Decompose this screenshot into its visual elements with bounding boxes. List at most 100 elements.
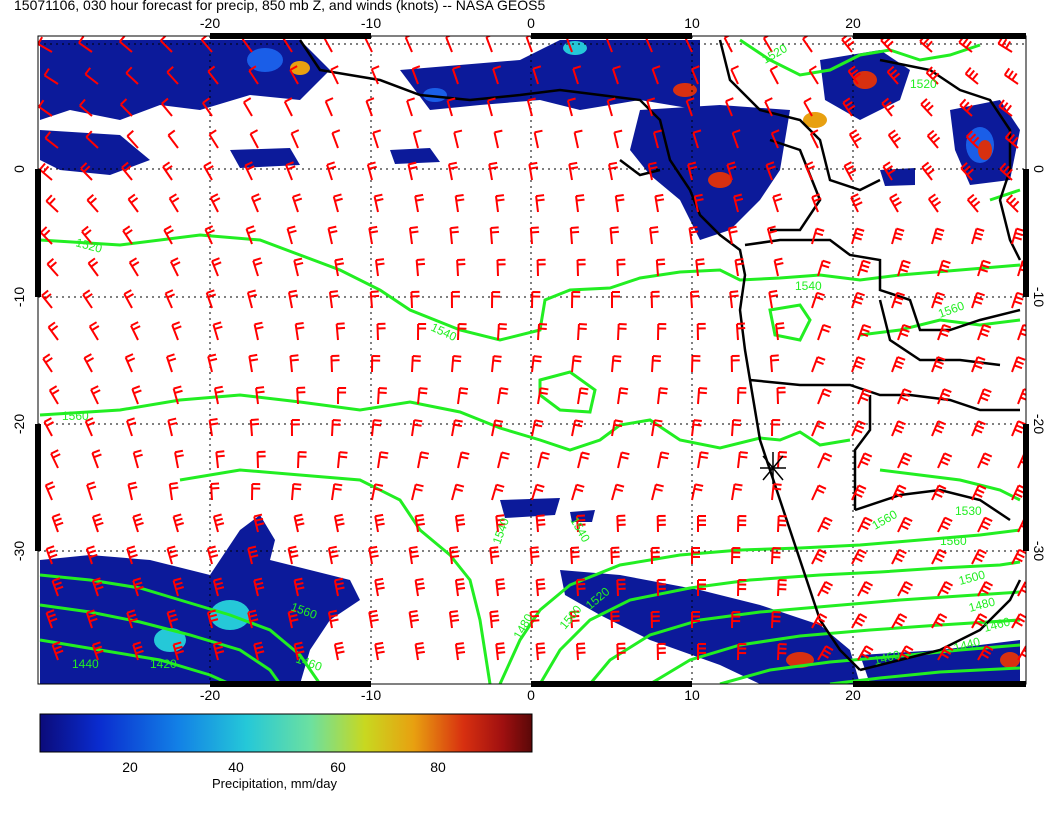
wind-barb — [212, 644, 219, 661]
wind-barb — [366, 164, 373, 181]
wind-barb-flag — [922, 37, 930, 45]
wind-barb — [215, 451, 219, 469]
wind-barb-flag — [168, 549, 177, 554]
wind-barb-flag — [410, 614, 419, 618]
wind-barb — [283, 101, 293, 117]
wind-barb-flag — [42, 353, 51, 360]
wind-barb — [87, 262, 99, 277]
wind-barb — [931, 356, 939, 373]
wind-barb — [417, 452, 423, 469]
wind-barb-flag — [923, 101, 931, 109]
wind-barb — [208, 420, 213, 437]
wind-barb-flag — [376, 522, 385, 527]
wind-barb — [411, 420, 416, 437]
wind-barb — [497, 323, 500, 341]
wind-barb — [687, 164, 693, 181]
wind-barb-flag — [616, 483, 625, 488]
wind-barb-flag — [652, 65, 661, 70]
wind-barb-flag — [824, 516, 833, 522]
wind-barb-flag — [646, 97, 656, 102]
wind-barb-flag — [977, 617, 986, 623]
wind-barb — [651, 484, 657, 501]
wind-barb — [457, 452, 463, 469]
wind-barb-flag — [172, 261, 181, 267]
wind-barb-flag — [450, 614, 459, 618]
wind-barb-flag — [169, 482, 178, 486]
wind-barb-flag — [171, 197, 180, 204]
wind-barb — [451, 68, 459, 85]
wind-barb-flag — [165, 229, 174, 235]
contour-label: 1540 — [795, 279, 822, 293]
wind-barb — [330, 69, 339, 85]
wind-barb — [212, 580, 219, 597]
wind-barb-flag — [496, 582, 505, 586]
wind-barb — [412, 132, 419, 149]
wind-barb-flag — [897, 356, 906, 361]
wind-barb — [127, 198, 139, 213]
wind-barb-flag — [961, 38, 969, 46]
wind-barb — [730, 69, 739, 85]
wind-barb-flag — [901, 264, 910, 269]
wind-barb-flag — [456, 586, 466, 591]
wind-barb — [769, 69, 779, 85]
wind-barb-flag — [288, 609, 297, 614]
wind-barb-flag — [885, 165, 894, 172]
wind-barb-flag — [461, 451, 470, 456]
wind-barb-flag — [531, 619, 540, 622]
wind-barb-flag — [767, 165, 776, 171]
wind-barb-flag — [456, 522, 466, 527]
wind-barb-flag — [610, 226, 619, 230]
wind-barb-flag — [862, 456, 871, 462]
wind-barb-flag — [38, 99, 45, 108]
wind-barb-flag — [247, 609, 257, 614]
wind-barb-flag — [976, 488, 985, 494]
wind-barb-flag — [374, 487, 383, 492]
wind-barb-flag — [132, 325, 141, 331]
wind-barb-flag — [577, 646, 586, 650]
wind-barb — [166, 71, 179, 85]
wind-barb-flag — [854, 492, 863, 498]
wind-barb-flag — [534, 129, 543, 134]
wind-barb — [777, 451, 780, 469]
wind-barb-flag — [419, 455, 429, 460]
wind-barb-flag — [648, 161, 657, 166]
wind-barb-flag — [844, 37, 852, 44]
wind-barb-flag — [819, 613, 828, 619]
wind-barb-flag — [820, 524, 829, 531]
wind-barb — [206, 548, 213, 565]
wind-barb-flag — [92, 449, 101, 454]
wind-barb — [960, 167, 973, 181]
wind-barb-flag — [571, 619, 580, 622]
wind-barb-flag — [937, 617, 946, 623]
wind-barb-flag — [254, 321, 263, 326]
wind-barb-flag — [335, 518, 344, 522]
wind-barb-flag — [213, 261, 222, 267]
wind-barb — [613, 132, 619, 149]
wind-barb-flag — [984, 452, 993, 458]
wind-barb-flag — [574, 419, 584, 423]
wind-barb-flag — [537, 651, 546, 654]
wind-barb-flag — [449, 610, 458, 614]
wind-barb — [211, 260, 219, 277]
wind-barb — [529, 611, 533, 629]
wind-barb-flag — [532, 65, 542, 70]
wind-barb-flag — [490, 226, 499, 230]
wind-barb-flag — [653, 423, 662, 427]
wind-barb-flag — [214, 325, 223, 330]
wind-barb-flag — [330, 618, 339, 623]
wind-barb — [282, 37, 293, 53]
wind-barb-flag — [210, 422, 219, 426]
wind-barb-flag — [773, 483, 782, 486]
wind-barb-flag — [941, 328, 950, 333]
wind-barb-flag — [168, 357, 177, 363]
wind-barb — [851, 228, 858, 245]
wind-barb — [297, 451, 300, 469]
wind-barb-flag — [925, 66, 933, 74]
wind-barb-flag — [208, 129, 217, 136]
wind-barb-flag — [696, 262, 705, 266]
wind-barb — [688, 228, 693, 245]
wind-barb — [124, 356, 133, 373]
wind-barb-flag — [894, 428, 903, 434]
wind-barb-flag — [942, 520, 951, 527]
wind-barb-flag — [934, 556, 943, 563]
